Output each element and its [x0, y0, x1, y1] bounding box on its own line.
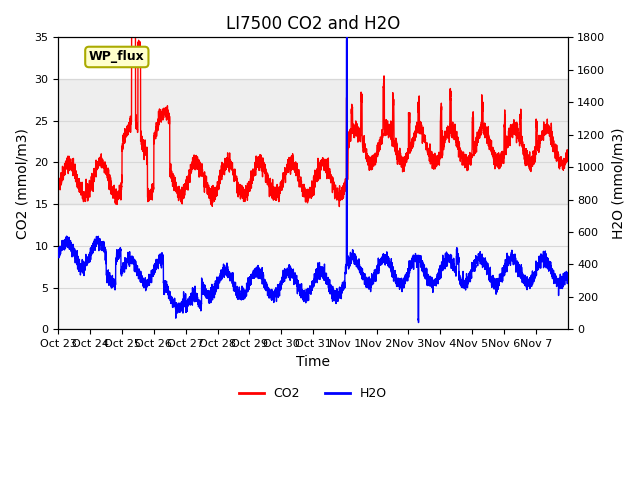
Y-axis label: H2O (mmol/m3): H2O (mmol/m3)	[611, 128, 625, 239]
Legend: CO2, H2O: CO2, H2O	[234, 382, 392, 405]
Bar	[58, 204, 568, 329]
Bar	[58, 79, 568, 204]
Y-axis label: CO2 (mmol/m3): CO2 (mmol/m3)	[15, 128, 29, 239]
Title: LI7500 CO2 and H2O: LI7500 CO2 and H2O	[226, 15, 400, 33]
X-axis label: Time: Time	[296, 355, 330, 369]
Text: WP_flux: WP_flux	[89, 50, 145, 63]
